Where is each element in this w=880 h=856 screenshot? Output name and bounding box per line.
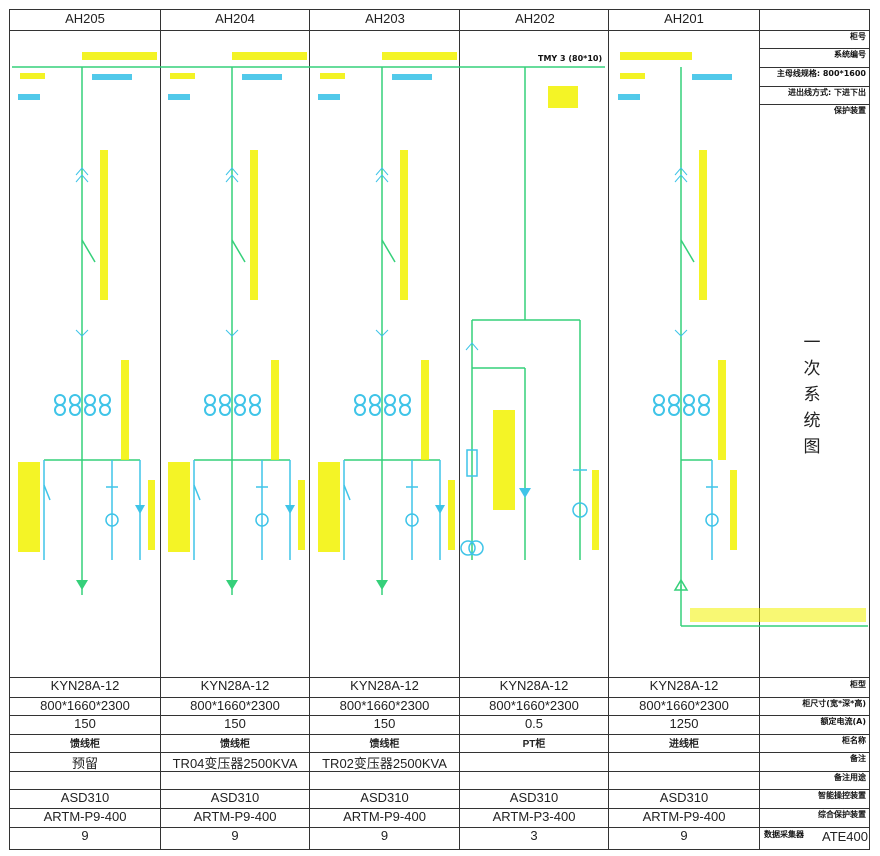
cell-usage-0: [10, 772, 160, 790]
cell-collector-2: 9: [380, 828, 389, 843]
column-header-ah202: AH202: [515, 11, 555, 26]
right-label-protection: 保护装置: [834, 106, 866, 115]
right-label-collector: 数据采集器: [764, 830, 804, 839]
cell-remark-3: [460, 753, 608, 771]
incoming-cabinet-ah201: [653, 67, 866, 622]
cell-collector-1: 9: [231, 828, 239, 843]
cell-protection-device-1: ARTM-P9-400: [193, 809, 277, 824]
cell-cabinet-model-2: KYN28A-12: [350, 678, 419, 693]
right-label-wiring: 进出线方式: 下进下出: [788, 88, 866, 97]
cell-cabinet-name-3: PT柜: [522, 739, 546, 750]
pt-cabinet-ah202: [460, 67, 599, 560]
cell-control-device-4: ASD310: [659, 790, 709, 805]
cell-cabinet-name-0: 馈线柜: [70, 739, 100, 750]
cell-rated-current-4: 1250: [669, 716, 699, 731]
cell-control-device-3: ASD310: [509, 790, 559, 805]
cell-remark-0: 预留: [71, 756, 98, 771]
feeder-ah205: [18, 67, 155, 595]
cell-collector-3: 3: [530, 828, 538, 843]
cell-control-device-0: ASD310: [60, 790, 110, 805]
cell-rated-current-0: 150: [74, 716, 96, 731]
right-label-cabinet-no: 柜号: [850, 32, 866, 41]
cell-protection-device-0: ARTM-P9-400: [43, 809, 127, 824]
diagram-title: 一 次 系 统 图: [803, 333, 821, 457]
cell-dimensions-2: 800*1660*2300: [339, 698, 430, 713]
cell-usage-3: [460, 772, 608, 790]
cell-dimensions-0: 800*1660*2300: [40, 698, 130, 713]
right-value-collector: ATE400: [821, 829, 868, 844]
frame-grid: [9, 9, 870, 850]
right-label-cabinet-name: 柜名称: [842, 736, 866, 745]
cell-remark-1: TR04变压器2500KVA: [172, 756, 298, 771]
cell-control-device-2: ASD310: [360, 790, 409, 805]
cell-remark-4: [609, 753, 759, 771]
column-header-ah201: AH201: [664, 11, 704, 26]
right-label-protection-device: 综合保护装置: [818, 810, 866, 819]
cell-cabinet-model-4: KYN28A-12: [649, 678, 719, 693]
cell-rated-current-2: 150: [373, 716, 396, 731]
cell-protection-device-2: ARTM-P9-400: [343, 809, 426, 824]
column-header-ah203: AH203: [365, 11, 405, 26]
top-cyan-tags: [18, 74, 732, 100]
cell-collector-0: 9: [81, 828, 89, 843]
right-label-rated-current: 额定电流(A): [820, 717, 866, 726]
cell-collector-4: 9: [680, 828, 688, 843]
feeder-ah204: [168, 67, 305, 595]
column-header-ah205: AH205: [65, 11, 105, 26]
top-yellow-tags: [20, 52, 692, 79]
cell-cabinet-model-3: KYN28A-12: [499, 678, 569, 693]
cell-protection-device-3: ARTM-P3-400: [492, 809, 576, 824]
right-label-system-no: 系统编号: [834, 50, 866, 59]
cell-cabinet-model-1: KYN28A-12: [200, 678, 270, 693]
cell-control-device-1: ASD310: [210, 790, 260, 805]
cell-dimensions-1: 800*1660*2300: [190, 698, 280, 713]
cell-usage-1: [161, 772, 309, 790]
cell-rated-current-3: 0.5: [524, 716, 544, 731]
cell-usage-4: [609, 772, 759, 790]
right-label-remark: 备注: [850, 754, 866, 763]
cell-dimensions-3: 800*1660*2300: [489, 698, 579, 713]
cell-remark-2: TR02变压器2500KVA: [322, 756, 447, 771]
column-header-ah204: AH204: [215, 11, 255, 26]
busbar-label: TMY 3 (80*10): [538, 54, 603, 63]
cell-cabinet-model-0: KYN28A-12: [50, 678, 120, 693]
right-label-usage: 备注用途: [834, 773, 866, 782]
feeder-ah203: [318, 67, 455, 595]
cell-cabinet-name-2: 馈线柜: [369, 739, 400, 750]
right-label-cabinet-model: 柜型: [850, 680, 866, 689]
cell-cabinet-name-1: 馈线柜: [220, 739, 250, 750]
right-label-dimensions: 柜尺寸(宽*深*高): [802, 699, 866, 708]
cell-dimensions-4: 800*1660*2300: [639, 698, 729, 713]
cell-protection-device-4: ARTM-P9-400: [642, 809, 726, 824]
cell-cabinet-name-4: 进线柜: [669, 739, 699, 750]
right-label-control-device: 智能操控装置: [818, 791, 866, 800]
cell-usage-2: [310, 772, 459, 790]
right-label-main-bus: 主母线规格: 800*1600: [776, 69, 866, 78]
cell-rated-current-1: 150: [224, 716, 246, 731]
